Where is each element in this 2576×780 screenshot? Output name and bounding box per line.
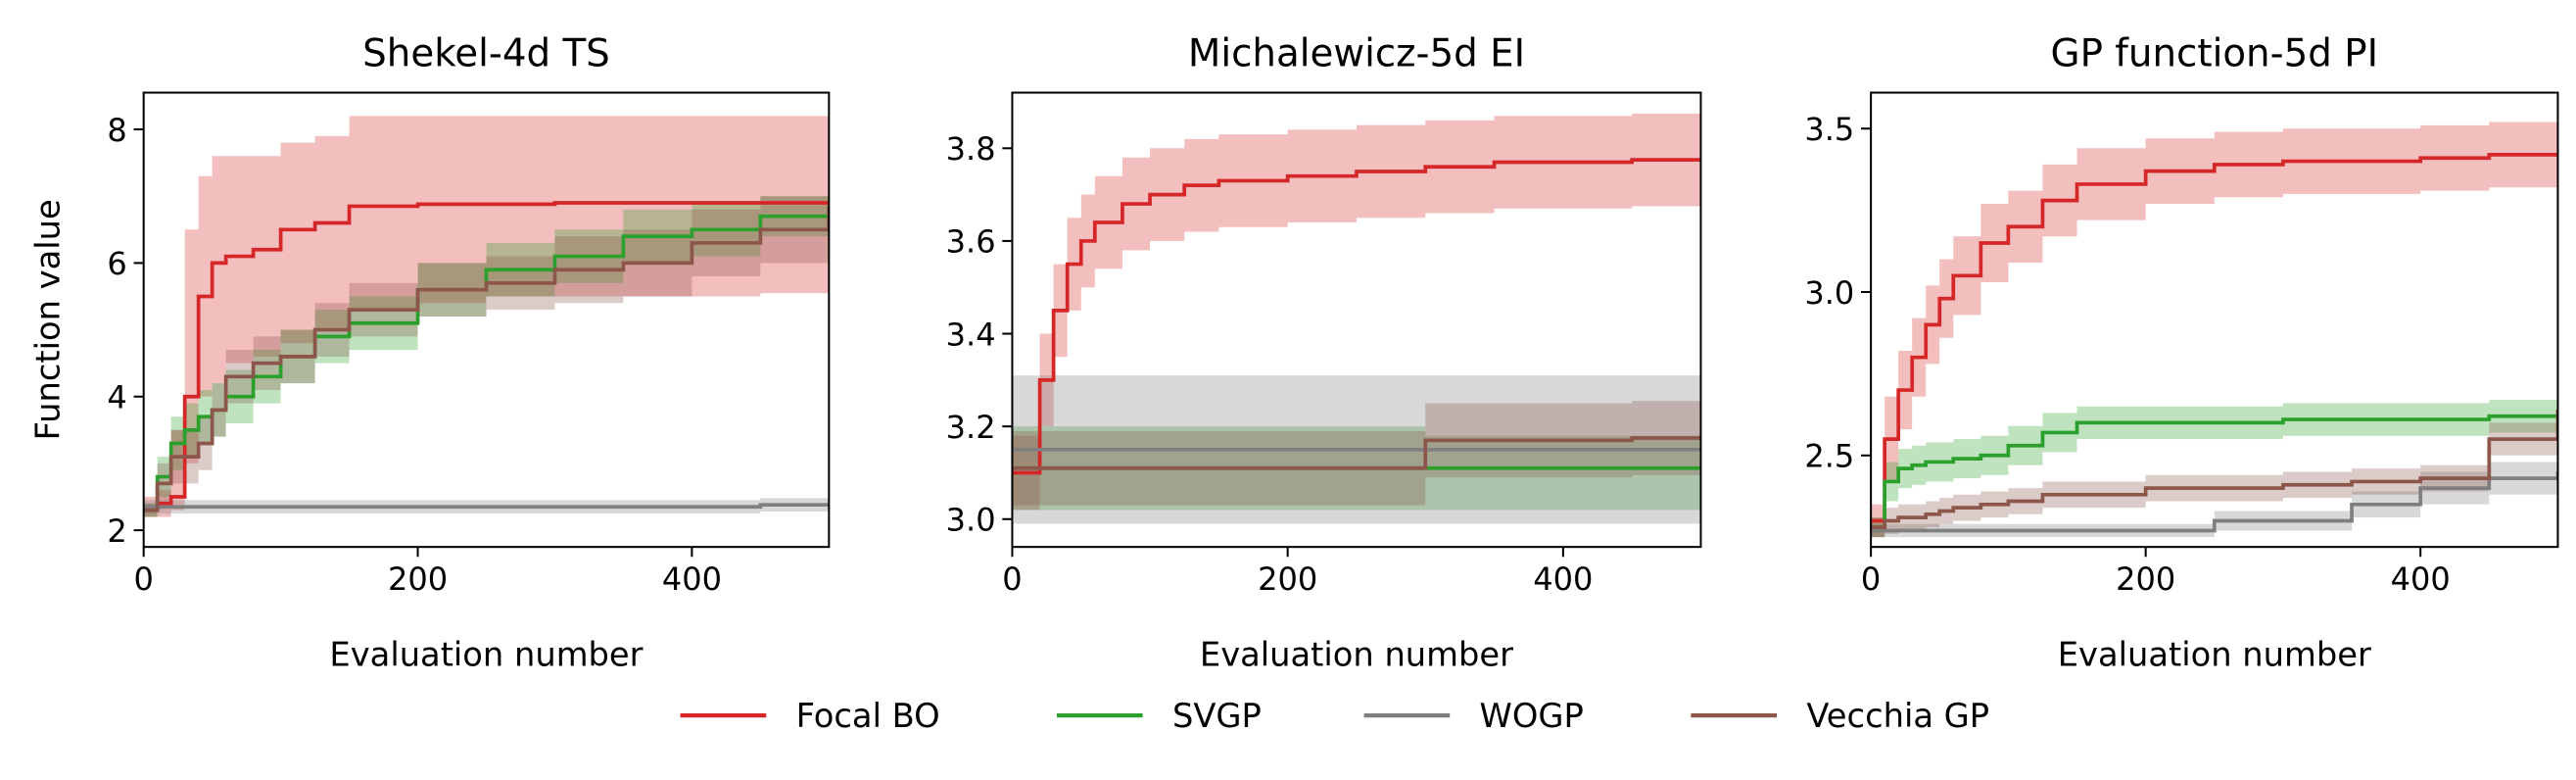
x-tick-label: 200 xyxy=(388,561,448,598)
y-tick-label: 6 xyxy=(107,245,126,282)
series-line xyxy=(1871,410,2558,530)
series-line xyxy=(143,503,830,510)
y-tick-label: 2 xyxy=(107,512,126,550)
x-tick-label: 400 xyxy=(1533,561,1593,598)
chart-title: GP function-5d PI xyxy=(2051,32,2379,76)
series-line xyxy=(143,206,830,512)
y-tick-label: 3.8 xyxy=(946,130,996,168)
x-tick-label: 400 xyxy=(662,561,722,598)
chart-title: Shekel-4d TS xyxy=(362,32,610,76)
axes-frame xyxy=(142,91,831,549)
y-axis-label: Function value xyxy=(29,199,68,440)
x-tick-label: 200 xyxy=(2116,561,2175,598)
y-tick-label: 3.5 xyxy=(1804,111,1854,148)
legend-label: SVGP xyxy=(1172,697,1262,735)
y-tick-label: 3.0 xyxy=(946,502,996,539)
x-tick-label: 0 xyxy=(133,561,153,598)
y-tick-label: 3.2 xyxy=(946,409,996,446)
x-tick-label: 0 xyxy=(1861,561,1881,598)
y-tick-label: 3.0 xyxy=(1804,274,1854,312)
chart-title: Michalewicz-5d EI xyxy=(1188,32,1525,76)
x-tick-label: 200 xyxy=(1258,561,1317,598)
x-tick-label: 0 xyxy=(1002,561,1022,598)
series-line xyxy=(1871,413,2558,530)
legend-label: WOGP xyxy=(1480,697,1584,735)
y-tick-label: 8 xyxy=(107,112,126,149)
confidence-band xyxy=(1012,113,1701,511)
y-tick-label: 4 xyxy=(107,379,126,416)
series-line xyxy=(1871,471,2558,533)
plot-area xyxy=(1012,113,1701,524)
legend-label: Vecchia GP xyxy=(1806,697,1989,735)
y-tick-label: 3.6 xyxy=(946,223,996,261)
series-line xyxy=(1012,435,1701,470)
confidence-band xyxy=(1012,398,1701,506)
x-tick-label: 400 xyxy=(2391,561,2451,598)
y-tick-label: 3.4 xyxy=(946,316,996,353)
confidence-band xyxy=(143,116,830,517)
x-axis-label: Evaluation number xyxy=(1200,636,1513,674)
x-axis-label: Evaluation number xyxy=(2058,636,2371,674)
series-line xyxy=(1012,158,1701,475)
series-line xyxy=(143,201,830,512)
plot-area xyxy=(143,116,830,517)
legend-label: Focal BO xyxy=(796,697,940,735)
axes-frame xyxy=(1870,91,2559,549)
series-line xyxy=(1871,153,2558,523)
plot-area xyxy=(1871,119,2558,538)
axes-frame xyxy=(1011,91,1702,549)
y-tick-label: 2.5 xyxy=(1804,438,1854,475)
x-axis-label: Evaluation number xyxy=(329,636,643,674)
confidence-band xyxy=(1871,455,2558,538)
